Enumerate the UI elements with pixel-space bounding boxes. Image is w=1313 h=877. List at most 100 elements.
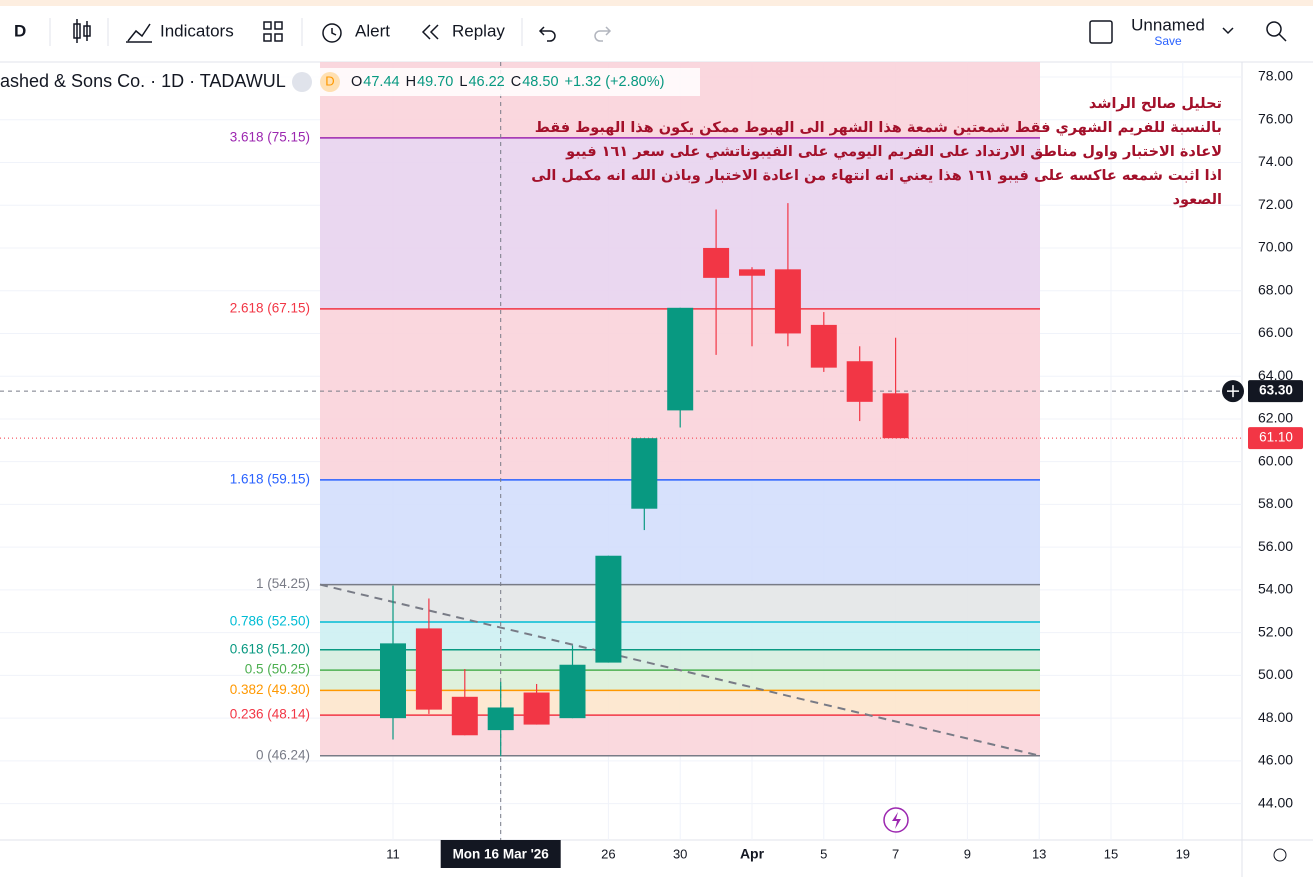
y-tick-label: 62.00 [1258,410,1293,426]
y-tick-label: 60.00 [1258,452,1293,468]
last-price-label: 61.10 [1259,430,1293,445]
interval[interactable]: D [14,21,26,40]
y-tick-label: 64.00 [1258,367,1293,383]
candle-body [774,269,801,334]
candle-body [667,307,694,411]
candle-body [882,393,909,439]
x-tick-label: 26 [601,846,615,861]
replay-button[interactable]: Replay [452,21,505,40]
fib-label: 0.786 (52.50) [230,614,310,629]
alert-button[interactable]: Alert [355,21,390,40]
y-tick-label: 68.00 [1258,281,1293,297]
x-tick-label: 19 [1176,846,1190,861]
y-tick-label: 58.00 [1258,495,1293,511]
x-tick-label: 9 [964,846,971,861]
y-tick-label: 70.00 [1258,239,1293,255]
y-tick-label: 78.00 [1258,68,1293,84]
annotation-line: لاعادة الاختبار واول مناطق الارتداد على … [566,144,1222,160]
candle-body [846,361,873,402]
crosshair-price-label: 63.30 [1259,383,1293,398]
settings-icon[interactable] [1273,848,1287,862]
ohlc-value: 47.44 [363,74,399,90]
header-bg [0,68,700,96]
candle-body [595,555,622,663]
x-tick-label: 7 [892,846,899,861]
y-tick-label: 56.00 [1258,538,1293,554]
fib-label: 2.618 (67.15) [230,300,310,315]
ohlc-key: H [406,74,416,90]
annotation-line: الصعود [1172,192,1222,208]
save-button[interactable]: Save [1154,34,1182,48]
annotation-line: بالنسبة للفريم الشهري فقط شمعتين شمعة هذ… [534,120,1222,136]
fib-zone [320,715,1040,756]
annotation-line: تحليل صالح الراشد [1088,96,1222,112]
candle-body [380,643,406,719]
x-tick-label: 13 [1032,846,1046,861]
top-strip [0,0,1313,6]
y-tick-label: 48.00 [1258,709,1293,725]
change: +1.32 (+2.80%) [565,74,665,90]
symbol-title: ashed & Sons Co. · 1D · TADAWUL [0,71,286,91]
candle-body [631,438,658,509]
badge: D [325,73,334,88]
x-tick-label: 11 [386,846,400,861]
ohlc-value: 46.22 [468,74,504,90]
candle-body [739,269,765,276]
y-tick-label: 44.00 [1258,794,1293,810]
annotation: تحليل صالح الراشد بالنسبة للفريم الشهري ف… [531,92,1222,212]
add-icon [1227,385,1239,398]
ohlc-value: 49.70 [417,74,453,90]
x-tick-label: 5 [820,846,827,861]
layout-name[interactable]: Unnamed [1131,15,1205,34]
candle-body [703,247,730,278]
y-tick-label: 76.00 [1258,110,1293,126]
crosshair-time-box [440,840,561,868]
ohlc-key: C [511,74,521,90]
fib-label: 1.618 (59.15) [230,471,310,486]
fib-label: 0.618 (51.20) [230,641,310,656]
fib-zone [320,479,1040,585]
ohlc-value: 48.50 [522,74,558,90]
indicators-button[interactable]: Indicators [160,21,234,40]
crosshair-price-box [1248,380,1303,403]
y-tick-label: 72.00 [1258,196,1293,212]
plot: 44.00 46.00 48.00 50.00 52.00 54.00 56.00 58.00… [0,62,1303,868]
fib-label: 3.618 (75.15) [230,129,310,144]
badge-circle [320,72,340,92]
y-tick-label: 66.00 [1258,324,1293,340]
y-tick-label: 52.00 [1258,623,1293,639]
badge-bg [292,72,312,92]
last-price-box [1248,427,1303,450]
icons [73,19,1287,44]
candle-body [523,692,550,725]
fib-label: 0.382 (49.30) [230,682,310,697]
y-tick-label: 50.00 [1258,666,1293,682]
ohlc-key: L [459,74,467,90]
fib-label: 0.5 (50.25) [245,662,310,677]
candle-body [415,628,442,710]
ohlc-key: O [351,74,362,90]
trend-line [319,583,1041,757]
fib-zone [320,670,1040,691]
x-tick-label: 15 [1104,846,1118,861]
x-tick-label: Mon 16 Mar '26 [453,847,550,862]
annotation-line: اذا اثبت شمعه عاكسه على فيبو ١٦١ هذا يعن… [531,168,1222,184]
fib-zone [320,649,1040,671]
y-tick-label: 74.00 [1258,153,1293,169]
candle-body [487,707,514,731]
fib-zone [320,137,1040,309]
fib-label: 0 (46.24) [256,747,310,762]
fib-label: 1 (54.25) [256,576,310,591]
fib-zone [320,584,1040,622]
x-tick-label: Apr [740,846,765,862]
x-tick-label: 30 [673,846,687,861]
event-bolt [892,812,901,829]
y-tick-label: 46.00 [1258,752,1293,768]
fib-label: 0.236 (48.14) [230,707,310,722]
candle-body [451,696,478,736]
y-tick-label: 54.00 [1258,581,1293,597]
candle-body [810,324,837,368]
candle-body [559,664,586,719]
